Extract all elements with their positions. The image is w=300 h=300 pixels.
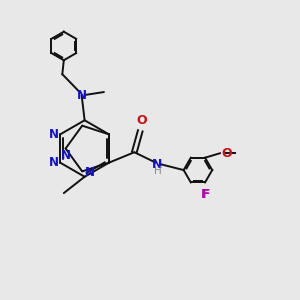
Text: N: N [76,88,87,101]
Text: F: F [201,188,210,201]
Text: O: O [221,147,232,160]
Text: N: N [152,158,163,171]
Text: N: N [61,149,70,162]
Text: N: N [85,166,94,179]
Text: N: N [49,156,58,169]
Text: H: H [154,166,161,176]
Text: N: N [49,128,58,141]
Text: F: F [201,188,209,201]
Text: O: O [136,114,147,127]
